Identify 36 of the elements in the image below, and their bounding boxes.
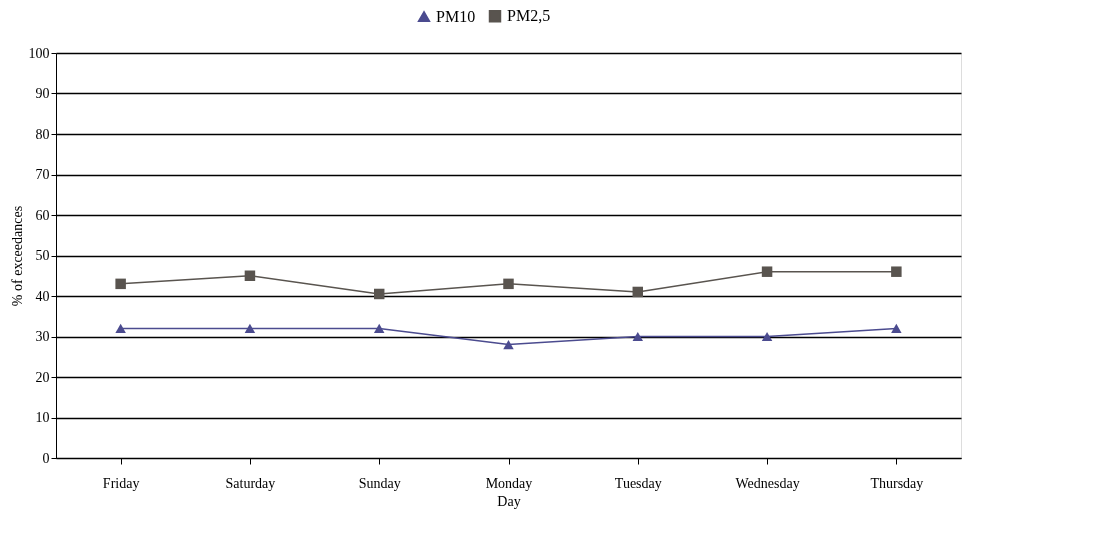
point bbox=[503, 340, 514, 350]
y-tick-label: 20 bbox=[35, 369, 50, 385]
point bbox=[761, 331, 773, 342]
x-tick-label: Tuesday bbox=[614, 475, 662, 491]
point bbox=[373, 323, 385, 333]
point bbox=[761, 266, 773, 277]
x-tick-label: Thursday bbox=[870, 475, 924, 491]
y-axis-title: % of exceedances bbox=[9, 205, 25, 307]
x-tick-label: Saturday bbox=[225, 475, 276, 491]
y-tick-label: 100 bbox=[28, 45, 50, 61]
point bbox=[373, 288, 385, 300]
legend-label: PM2,5 bbox=[507, 7, 551, 25]
legend-label: PM10 bbox=[436, 7, 476, 25]
point bbox=[632, 286, 644, 298]
point bbox=[244, 270, 256, 281]
y-tick-label: 10 bbox=[35, 410, 50, 425]
point bbox=[503, 278, 514, 290]
point bbox=[632, 331, 644, 342]
y-tick-label: 0 bbox=[42, 450, 50, 466]
y-tick-label: 50 bbox=[35, 248, 50, 263]
x-tick-label: Wednesday bbox=[735, 475, 800, 491]
y-tick-label: 40 bbox=[35, 288, 50, 304]
point bbox=[115, 323, 126, 333]
y-tick-label: 80 bbox=[35, 126, 50, 142]
point bbox=[891, 266, 902, 277]
point bbox=[115, 278, 126, 290]
y-tick-label: 30 bbox=[35, 329, 50, 344]
x-axis-title: Day bbox=[497, 493, 521, 509]
point bbox=[891, 323, 902, 333]
y-tick-label: 90 bbox=[35, 86, 50, 101]
x-tick-label: Sunday bbox=[358, 475, 401, 491]
y-tick-label: 60 bbox=[35, 207, 50, 223]
x-tick-label: Monday bbox=[485, 475, 533, 491]
y-tick-label: 70 bbox=[35, 167, 50, 182]
point bbox=[244, 323, 256, 333]
x-tick-label: Friday bbox=[102, 475, 140, 491]
